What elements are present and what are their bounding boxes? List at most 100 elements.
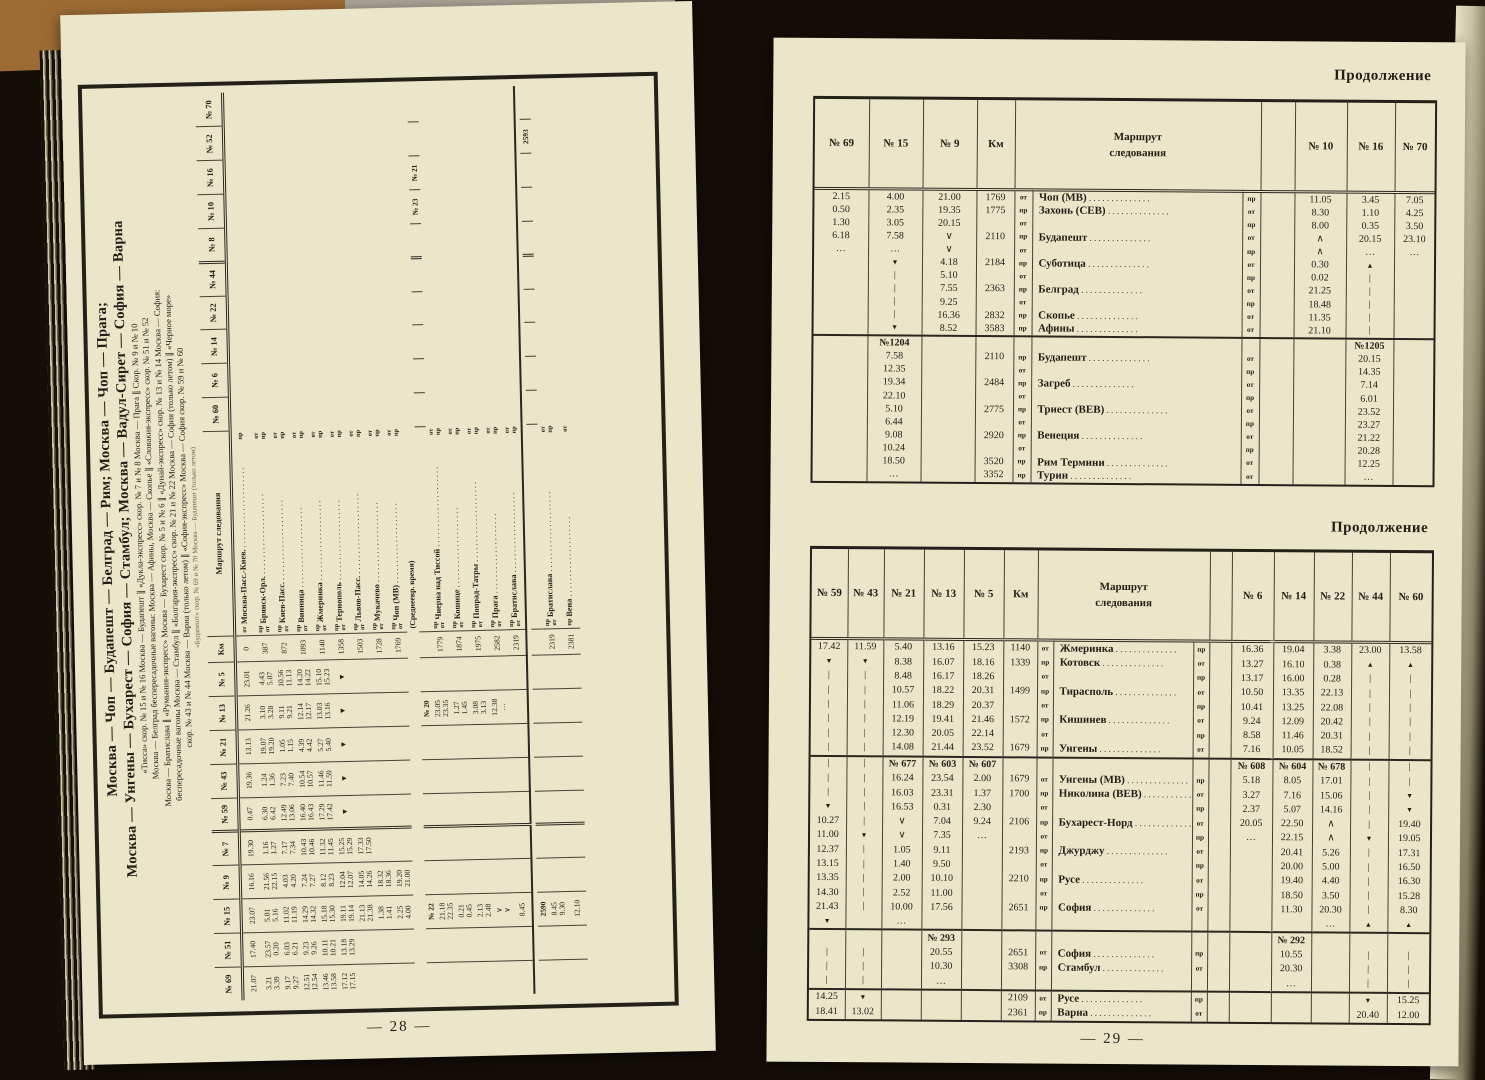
time-cell (814, 282, 868, 295)
time-cell (1292, 470, 1345, 485)
time-cell (354, 794, 374, 829)
time-cell: 2.30 (962, 800, 1003, 816)
subhead-cell (413, 392, 426, 427)
time-cell: ▲ (1351, 658, 1390, 673)
time-cell (495, 960, 515, 994)
time-cell (1229, 888, 1272, 903)
stop-mark: от (1241, 310, 1260, 325)
train-col-header: № 16 (1346, 102, 1396, 193)
time-cell (1392, 419, 1433, 433)
time-cell (1393, 298, 1434, 313)
time-cell: 9.24 (962, 814, 1003, 830)
time-cell: 16.07 (923, 655, 964, 670)
subhead-cell (427, 962, 439, 996)
station-name: Братислава (507, 435, 520, 618)
stop-mark: от (1192, 816, 1209, 831)
time-cell: │ (810, 755, 847, 772)
time-cell: 16.03 (882, 785, 923, 801)
time-cell: 20.30 (1271, 962, 1312, 977)
km-cell (975, 363, 1014, 378)
stop-mark: пр (1013, 350, 1032, 365)
time-cell: │ (824, 961, 830, 970)
time-cell: 1.40 (881, 857, 922, 872)
time-cell: 8.30 (1294, 206, 1347, 220)
route-header: Маршрут следования (1014, 100, 1262, 192)
spacer-cell (1208, 700, 1231, 715)
stop-mark: пр (1193, 641, 1210, 658)
subhead-cell (523, 288, 536, 323)
subhead-cell (522, 221, 534, 256)
spacer-cell (1209, 641, 1232, 658)
time-cell (813, 441, 867, 454)
time-cell: № 678 (1312, 759, 1351, 775)
time-cell (351, 693, 372, 728)
time-cell (1228, 976, 1272, 993)
time-cell: 4.40 (1311, 874, 1350, 890)
subhead-cell (518, 85, 531, 120)
stop-mark: от (1012, 442, 1031, 456)
time-cell: 22.13 (1312, 686, 1352, 702)
time-cell: │ (844, 973, 882, 990)
km-cell (531, 628, 543, 656)
time-cell: 15.18 15.30 (318, 896, 339, 932)
time-cell: № 603 (922, 756, 963, 773)
time-cell: 20.28 (1344, 445, 1393, 459)
stop-mark: от (1013, 364, 1032, 378)
time-cell: 11.30 (1271, 902, 1312, 918)
time-cell: │ (1387, 963, 1430, 978)
km-cell (1002, 727, 1037, 742)
time-cell (881, 959, 922, 975)
time-cell: ▼ (331, 659, 352, 694)
spacer-cell (1259, 298, 1294, 312)
time-cell: │ (846, 799, 883, 815)
train-col-header: № 70 (1394, 102, 1436, 193)
time-cell (350, 659, 371, 694)
time-cell: 17.01 (1312, 774, 1351, 790)
time-cell (1292, 418, 1345, 432)
time-cell (396, 963, 416, 997)
time-cell (961, 945, 1002, 961)
spacer-cell (1208, 714, 1231, 729)
stop-mark: пр (1036, 741, 1053, 758)
time-cell: │ (1388, 759, 1431, 776)
station-cell: Турин (1030, 469, 1241, 484)
spacer-cell (1207, 932, 1230, 948)
time-cell (471, 758, 492, 793)
time-cell: 7.23 7.40 (277, 762, 298, 797)
km-cell: 2775 (974, 403, 1014, 417)
time-cell: 18.22 (922, 683, 964, 699)
time-cell: │ (824, 976, 830, 985)
station-name: Мукачево (370, 438, 383, 621)
time-cell (1293, 379, 1346, 393)
stop-mark: пр (1241, 271, 1260, 285)
train-col-header: № 5 (963, 549, 1005, 640)
time-cell: 16.00 (1273, 671, 1314, 687)
time-cell: 20.15 (1346, 233, 1395, 247)
time-cell (388, 658, 409, 693)
time-cell (430, 657, 451, 692)
time-cell: ▼ (867, 255, 923, 270)
stop-mark: пр (1035, 844, 1052, 859)
subhead-cell (419, 657, 432, 692)
time-cell (487, 656, 508, 691)
time-cell: │ (1351, 672, 1390, 688)
time-cell: 6.18 (832, 230, 850, 242)
time-cell: 23.54 (922, 771, 963, 787)
spacer-cell (1207, 859, 1230, 874)
km-cell: 1093 (293, 633, 313, 662)
time-cell: 11.35 (1293, 311, 1346, 325)
time-cell: 15.28 (1387, 889, 1430, 904)
stop-mark: от (1241, 284, 1260, 299)
stop-mark: пр (1034, 1005, 1051, 1021)
spacer-cell (1206, 976, 1230, 992)
time-cell: 16.24 (882, 771, 923, 787)
stop-mark (1241, 338, 1260, 353)
train-col-header: № 9 (212, 865, 241, 900)
km-cell (1000, 974, 1036, 991)
time-cell: … (881, 914, 922, 931)
time-cell: │ (1345, 298, 1394, 313)
time-cell: ▼ (845, 828, 883, 843)
subhead-cell (521, 187, 534, 222)
station-name: Братислава (543, 435, 556, 618)
